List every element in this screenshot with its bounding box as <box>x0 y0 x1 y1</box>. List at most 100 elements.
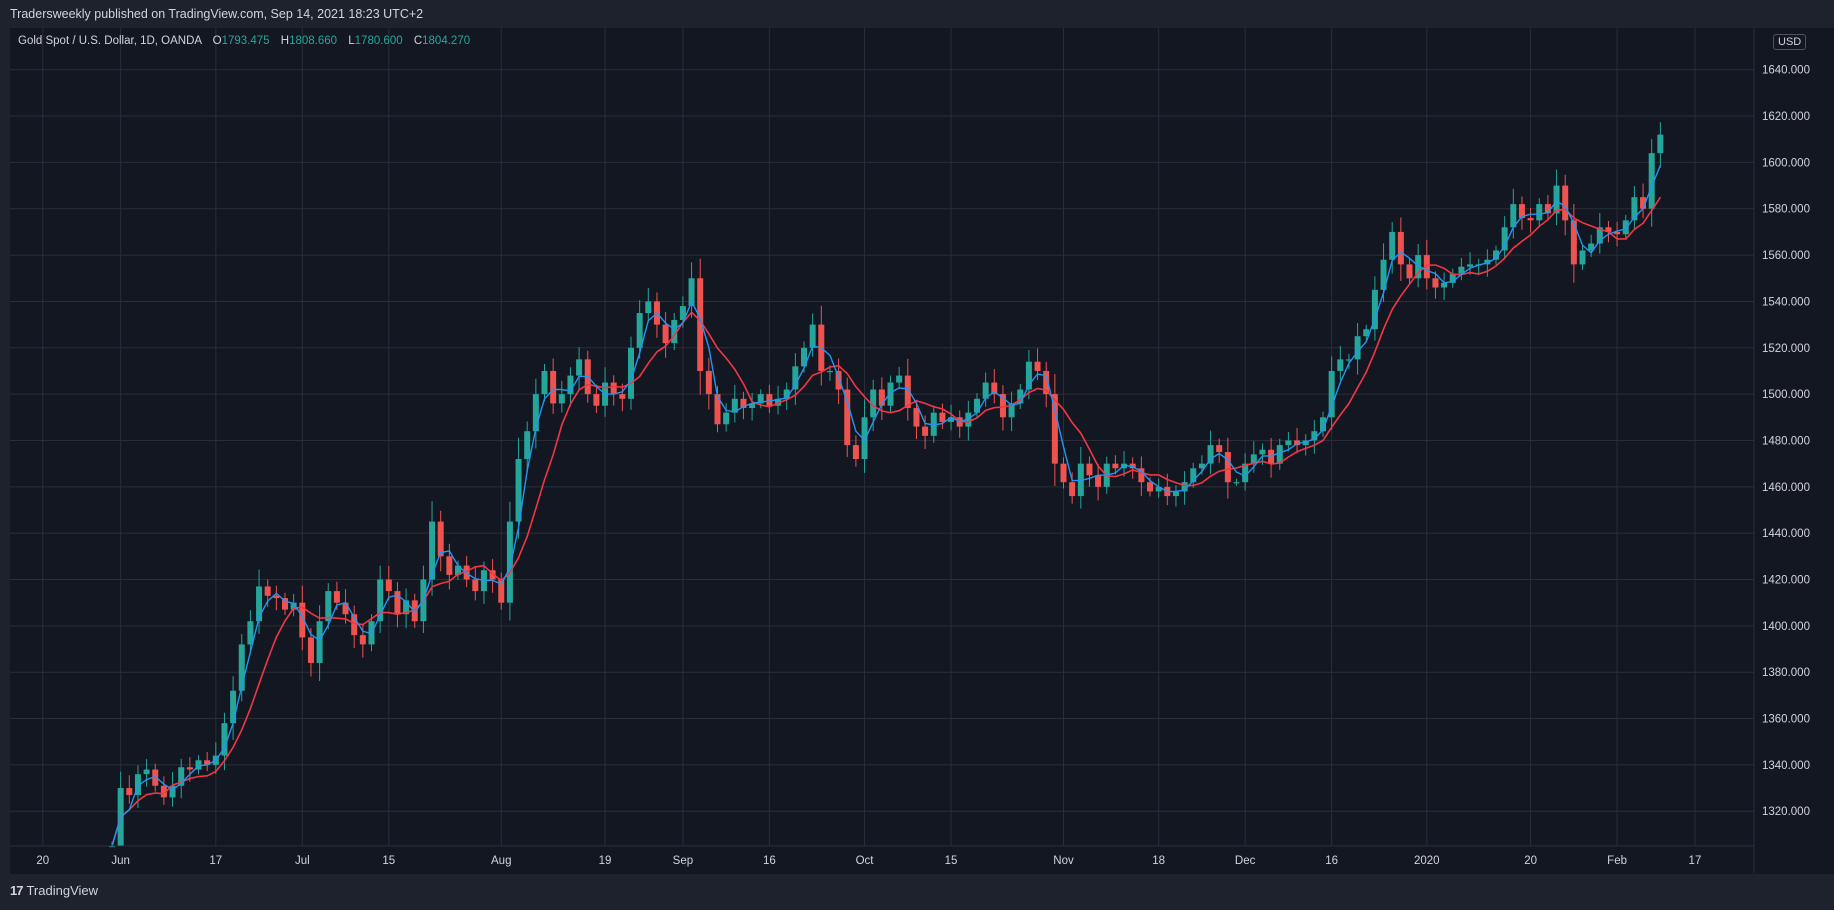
open-value: 1793.475 <box>221 35 270 47</box>
candle-down <box>1095 475 1102 487</box>
time-tick-label: Aug <box>491 855 511 867</box>
candle-down <box>913 408 920 427</box>
candle-up <box>1233 482 1240 484</box>
candle-up <box>809 324 816 348</box>
candle-up <box>1415 255 1422 279</box>
candle-up <box>1008 403 1015 418</box>
time-tick-label: Sep <box>673 855 693 867</box>
price-tick-label: 1640.000 <box>1762 65 1810 77</box>
time-tick-label: Oct <box>856 855 875 867</box>
candle-down <box>610 382 617 395</box>
candle-up <box>1155 486 1162 492</box>
candle-up <box>723 412 730 425</box>
candle-up <box>1354 336 1361 360</box>
candle-up <box>870 389 877 418</box>
candle-up <box>1285 440 1292 446</box>
candle-down <box>1397 231 1404 265</box>
candle-up <box>377 579 384 622</box>
candle-up <box>1458 266 1465 274</box>
candle-down <box>498 579 505 603</box>
candle-up <box>792 366 799 390</box>
candle-up <box>965 412 972 427</box>
candle-up <box>679 306 686 320</box>
candle-up <box>455 565 461 575</box>
price-tick-label: 1320.000 <box>1762 806 1810 818</box>
candle-up <box>576 359 583 376</box>
candle-up <box>169 785 176 798</box>
candle-down <box>1605 227 1612 232</box>
candle-down <box>1086 463 1093 476</box>
candle-up <box>316 621 323 663</box>
grid-lines <box>10 28 1754 846</box>
candle-down <box>299 602 306 638</box>
candle-up <box>567 375 574 395</box>
price-tick-label: 1420.000 <box>1762 575 1810 587</box>
candle-up <box>1493 250 1499 260</box>
candle-up <box>731 398 738 413</box>
candle-down <box>740 398 747 409</box>
candle-down <box>1043 370 1050 395</box>
candle-up <box>1363 329 1370 337</box>
candle-up <box>1501 227 1508 251</box>
candle-up <box>1190 468 1197 483</box>
time-tick-label: 19 <box>599 855 612 867</box>
symbol-legend: Gold Spot / U.S. Dollar, 1D, OANDA O1793… <box>18 35 470 47</box>
candle-down <box>1224 452 1231 483</box>
price-tick-label: 1620.000 <box>1762 111 1810 123</box>
time-tick-label: 18 <box>1152 855 1165 867</box>
candle-up <box>143 769 150 775</box>
time-tick-label: 20 <box>1524 855 1537 867</box>
candle-up <box>628 347 634 399</box>
candle-down <box>766 394 773 406</box>
time-tick-label: 15 <box>382 855 395 867</box>
brand-name: TradingView <box>26 883 99 898</box>
candle-up <box>1380 259 1387 290</box>
candle-down <box>844 389 851 446</box>
time-tick-label: 16 <box>763 855 776 867</box>
candle-up <box>1657 134 1664 154</box>
candle-down <box>1614 231 1621 235</box>
high-label: H <box>280 35 290 47</box>
time-tick-label: 2020 <box>1414 855 1440 867</box>
candle-down <box>437 521 444 557</box>
candle-down <box>1069 482 1076 497</box>
candle-up <box>1622 220 1629 235</box>
candle-up <box>238 644 245 691</box>
candle-up <box>1025 361 1032 390</box>
time-tick-label: 17 <box>209 855 222 867</box>
price-tick-label: 1600.000 <box>1762 157 1810 169</box>
candle-down <box>186 767 193 770</box>
candle-up <box>1276 445 1283 464</box>
candle-down <box>1544 204 1551 214</box>
chart-pane[interactable] <box>10 28 1834 874</box>
time-tick-label: Dec <box>1235 855 1256 867</box>
candle-up <box>1328 370 1335 418</box>
candle-down <box>1216 445 1223 453</box>
candle-up <box>1077 463 1084 497</box>
candle-up <box>1345 359 1352 361</box>
candle-series <box>109 122 1664 848</box>
price-tick-label: 1380.000 <box>1762 667 1810 679</box>
candle-up <box>325 591 332 622</box>
currency-badge[interactable]: USD <box>1773 34 1807 50</box>
price-axis: 1320.000 1340.000 1360.000 1380.000 1400.000… <box>1762 65 1810 819</box>
candle-down <box>1138 468 1145 483</box>
candle-up <box>974 398 980 413</box>
candle-down <box>1051 394 1058 464</box>
candle-down <box>446 556 453 575</box>
candle-down <box>1640 197 1647 209</box>
footer-bar <box>0 874 1834 910</box>
time-axis: 20 Jun 17 Jul 15 Aug 19 Sep 16 Oct 15 Nov 18 Dec 16 202… <box>36 855 1701 867</box>
candle-up <box>749 403 756 409</box>
candle-up <box>256 586 263 622</box>
candle-down <box>714 394 721 425</box>
candle-up <box>403 600 410 615</box>
candle-down <box>1423 255 1430 279</box>
candle-up <box>896 375 903 383</box>
candle-up <box>1389 231 1396 260</box>
candle-down <box>385 579 392 592</box>
tradingview-logo[interactable]: 17 TradingView <box>10 883 98 898</box>
candle-down <box>1112 463 1119 469</box>
candle-up <box>1449 273 1456 283</box>
